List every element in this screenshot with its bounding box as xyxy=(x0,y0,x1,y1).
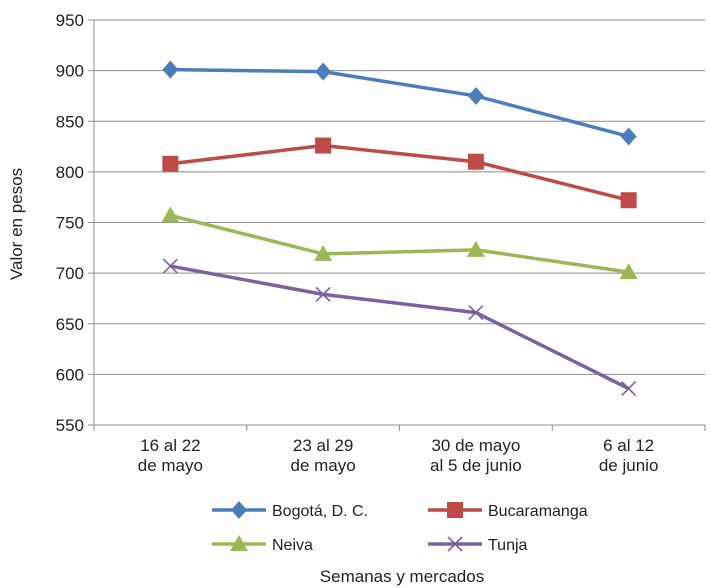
data-point xyxy=(315,286,331,302)
legend-item: Neiva xyxy=(212,535,313,554)
legend-label: Bogotá, D. C. xyxy=(272,503,368,520)
x-tick-label: 30 de mayo al 5 de junio xyxy=(430,436,522,475)
legend-marker xyxy=(447,536,463,552)
legend-marker xyxy=(447,502,463,518)
data-point xyxy=(161,206,180,223)
y-tick-label: 750 xyxy=(56,214,84,233)
series-line xyxy=(170,67,630,139)
legend-item: Bogotá, D. C. xyxy=(212,501,368,520)
x-marker-stroke xyxy=(468,305,484,321)
x-marker-stroke xyxy=(315,286,331,302)
legend-marker xyxy=(230,535,248,551)
x-marker-stroke xyxy=(162,258,178,274)
data-point xyxy=(467,86,484,105)
x-tick-label-line: de mayo xyxy=(291,456,356,475)
data-point xyxy=(466,240,485,257)
gridlines xyxy=(94,19,705,426)
x-tick-label: 23 al 29 de mayo xyxy=(291,436,356,475)
legend-item: Bucaramanga xyxy=(428,502,588,520)
x-axis-title: Semanas y mercados xyxy=(320,567,484,586)
data-point xyxy=(162,60,179,79)
series-0 xyxy=(162,60,637,146)
data-point xyxy=(621,380,637,397)
x-tick-label: 16 al 22 de mayo xyxy=(138,436,203,475)
series-line xyxy=(169,213,629,274)
legend-label: Tunja xyxy=(488,537,528,554)
y-tick-label: 550 xyxy=(56,416,84,435)
y-tick-label: 650 xyxy=(56,315,84,334)
data-point xyxy=(315,62,332,81)
x-tick-label: 6 al 12 de junio xyxy=(599,436,659,475)
series-lines xyxy=(161,60,638,397)
data-point xyxy=(620,192,637,209)
series-line xyxy=(170,143,630,202)
legend-item: Tunja xyxy=(428,536,528,554)
y-tick-label: 850 xyxy=(56,112,84,131)
x-tick-label-line: 30 de mayo xyxy=(431,436,520,455)
data-point xyxy=(314,244,333,261)
data-point xyxy=(315,137,332,154)
x-marker-stroke xyxy=(447,536,463,552)
x-marker-stroke xyxy=(621,380,637,397)
x-tick-label-line: de junio xyxy=(599,456,659,475)
x-tick-label-line: al 5 de junio xyxy=(430,456,522,475)
y-tick-label: 800 xyxy=(56,163,84,182)
y-tick-label: 600 xyxy=(56,365,84,384)
y-axis-title: Valor en pesos xyxy=(7,168,26,280)
data-point xyxy=(620,127,637,146)
series-1 xyxy=(162,137,637,209)
data-point xyxy=(467,153,484,170)
legend-label: Neiva xyxy=(272,537,313,554)
x-tick-label-line: 16 al 22 xyxy=(140,436,201,455)
data-point xyxy=(162,258,178,274)
y-tick-label: 700 xyxy=(56,264,84,283)
y-tick-label: 950 xyxy=(56,11,84,30)
data-point xyxy=(468,305,484,321)
legend-marker xyxy=(231,501,247,519)
series-line xyxy=(170,264,630,391)
data-point xyxy=(619,263,638,280)
series-3 xyxy=(162,258,637,397)
legend-label: Bucaramanga xyxy=(488,503,588,520)
legend: Bogotá, D. C. Bucaramanga Neiva Tunja xyxy=(212,501,588,554)
x-tick-label-line: 23 al 29 xyxy=(293,436,354,455)
y-tick-label: 900 xyxy=(56,62,84,81)
series-2 xyxy=(161,206,638,280)
data-point xyxy=(162,155,179,172)
x-tick-label-line: de mayo xyxy=(138,456,203,475)
x-tick-label-line: 6 al 12 xyxy=(603,436,654,455)
